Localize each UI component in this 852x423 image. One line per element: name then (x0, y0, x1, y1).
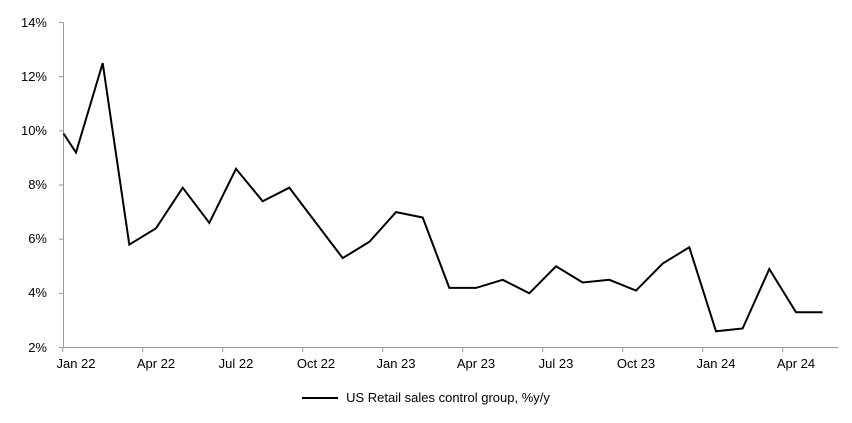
x-axis-tick-label: Jul 22 (218, 356, 254, 371)
x-axis-tick-label: Oct 23 (616, 356, 656, 371)
y-axis-tick-label: 8% (28, 177, 47, 192)
x-axis-tick-label: Oct 22 (296, 356, 336, 371)
x-axis-tick-label: Jul 23 (538, 356, 574, 371)
x-axis-tick-label: Jan 22 (56, 356, 96, 371)
series-line (62, 62, 823, 333)
y-axis-tick-label: 4% (28, 285, 47, 301)
x-axis-tick-label: Apr 23 (456, 356, 496, 371)
y-axis-tick-label: 12% (20, 68, 47, 84)
legend-line-swatch (302, 396, 339, 399)
x-axis-tick-label: Apr 24 (776, 356, 816, 371)
x-axis-tick-label: Jan 23 (376, 356, 416, 371)
y-axis-tick-label: 14% (20, 14, 47, 30)
y-axis-tick-label: 6% (28, 231, 47, 247)
y-axis-tick-label: 10% (20, 122, 47, 138)
x-axis-tick-label: Apr 22 (136, 356, 176, 371)
x-axis-tick-label: Jan 24 (696, 356, 736, 371)
legend: US Retail sales control group, %y/y (0, 389, 852, 406)
legend-label: US Retail sales control group, %y/y (346, 389, 550, 405)
y-axis-tick-label: 2% (28, 339, 47, 355)
